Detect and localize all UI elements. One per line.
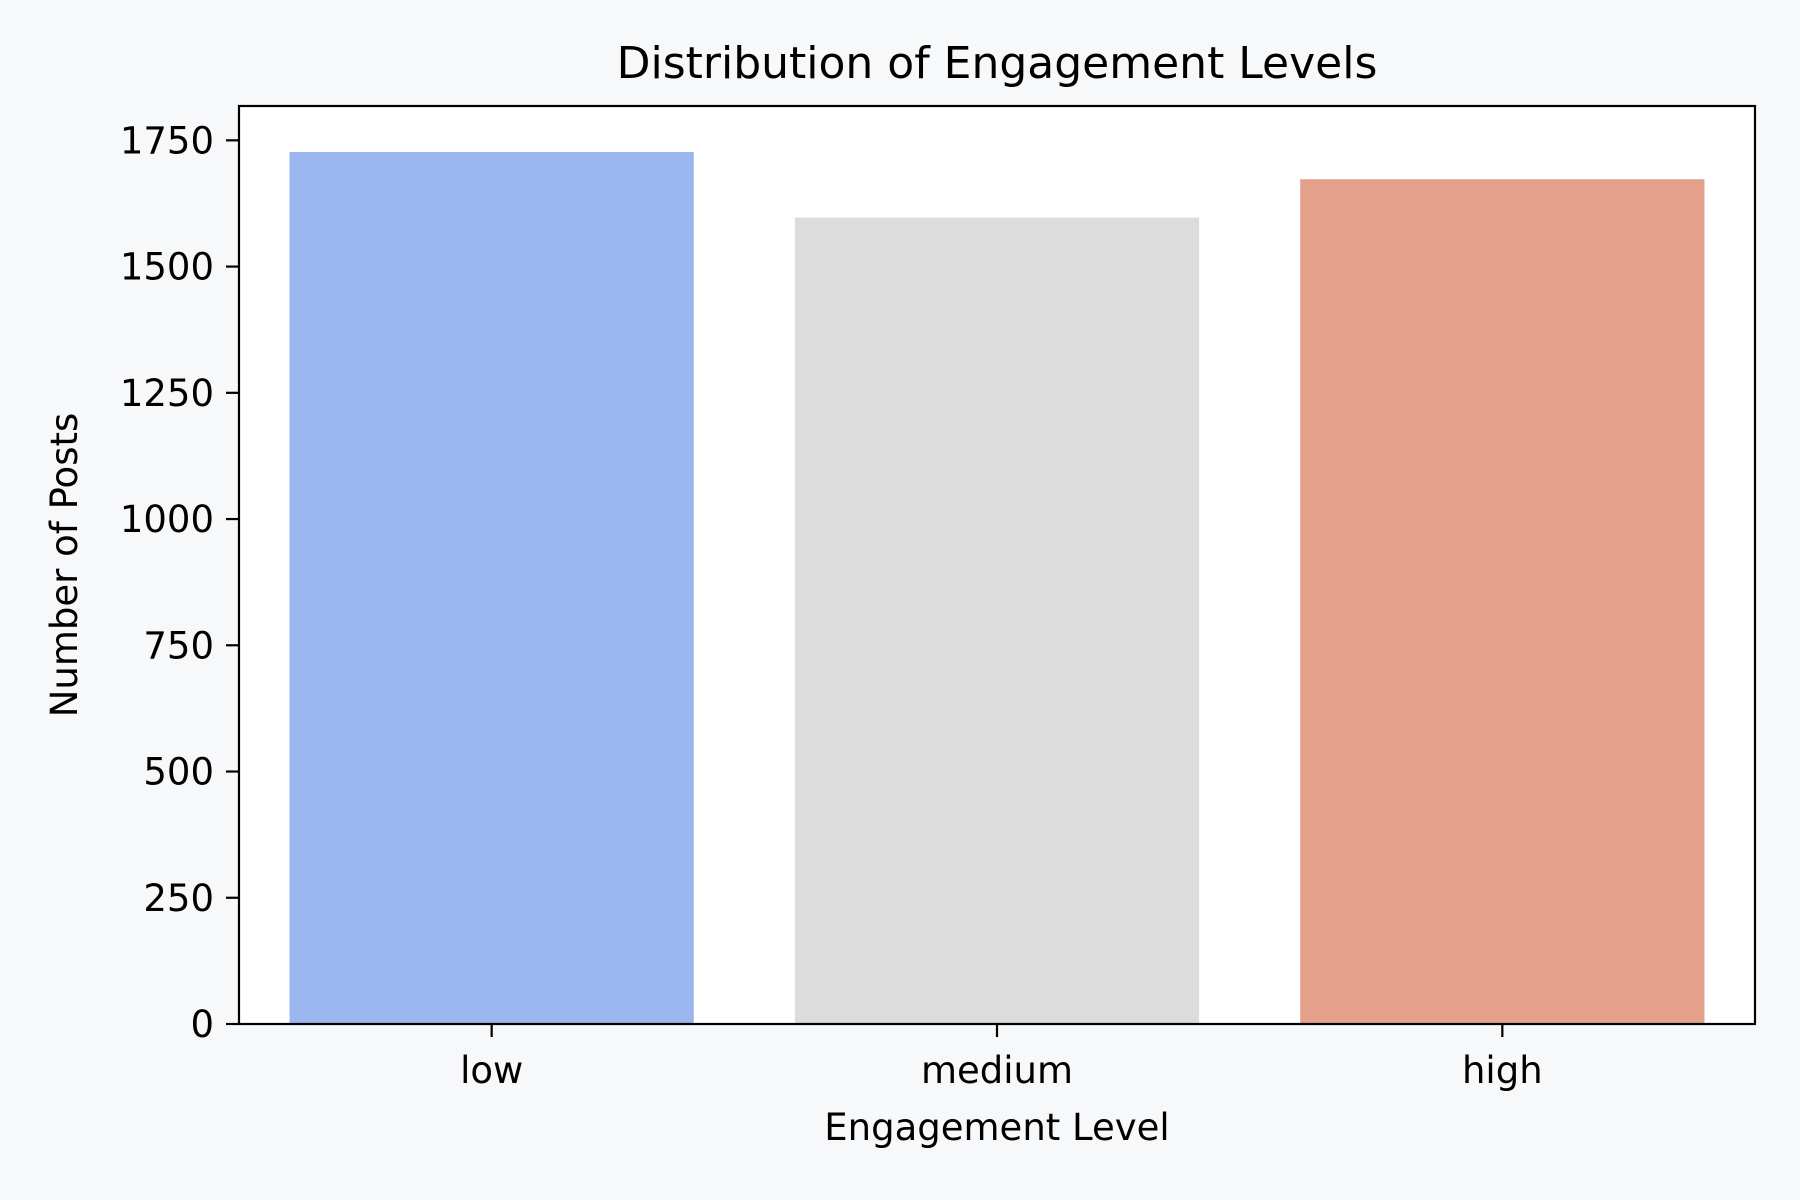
x-axis: low medium high xyxy=(460,1024,1543,1092)
y-tick-label: 500 xyxy=(143,751,214,794)
bar-medium xyxy=(794,217,1200,1025)
bar-high xyxy=(1300,179,1705,1025)
y-tick-label: 250 xyxy=(143,877,214,920)
x-axis-title: Engagement Level xyxy=(824,1106,1169,1149)
y-tick-label: 0 xyxy=(190,1003,214,1046)
x-tick-label: low xyxy=(460,1049,523,1092)
chart-title: Distribution of Engagement Levels xyxy=(617,38,1378,89)
y-tick-label: 1750 xyxy=(120,119,214,162)
y-tick-label: 750 xyxy=(143,624,214,667)
y-tick-label: 1000 xyxy=(120,498,214,541)
y-axis-title: Number of Posts xyxy=(43,413,86,718)
x-tick-label: medium xyxy=(921,1049,1073,1092)
y-tick-label: 1500 xyxy=(120,246,214,289)
y-axis: 0 250 500 750 1000 1250 1500 1750 xyxy=(120,119,239,1046)
y-tick-label: 1250 xyxy=(120,372,214,415)
x-tick-label: high xyxy=(1462,1049,1543,1092)
bar-low xyxy=(289,151,694,1024)
bars-layer xyxy=(289,151,1705,1025)
